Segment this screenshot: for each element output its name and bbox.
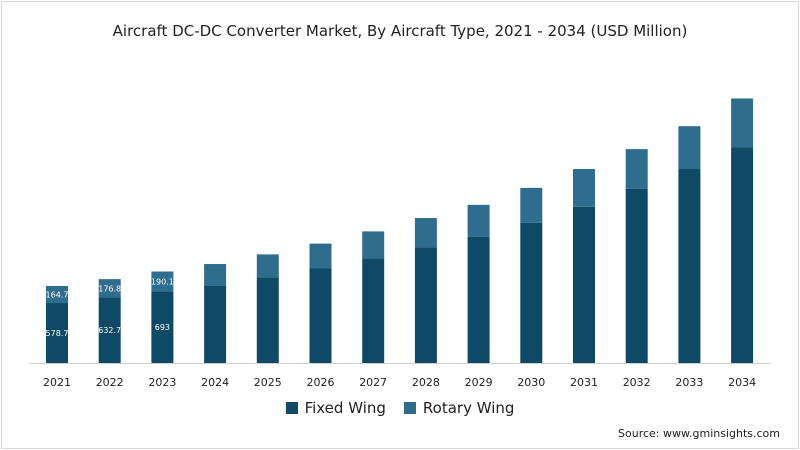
- x-tick-label: 2034: [728, 376, 756, 389]
- x-tick-label: 2028: [412, 376, 440, 389]
- legend-swatch-rotary-wing: [403, 402, 416, 414]
- x-tick-label: 2023: [148, 376, 176, 389]
- chart-title: Aircraft DC-DC Converter Market, By Airc…: [112, 22, 688, 40]
- x-tick-label: 2025: [254, 376, 282, 389]
- x-tick-label: 2029: [465, 376, 493, 389]
- x-tick-label: 2027: [359, 376, 387, 389]
- data-label: 693: [155, 323, 170, 332]
- data-label: 164.7: [46, 290, 69, 299]
- legend-fixed-wing: Fixed Wing: [285, 399, 386, 417]
- bar-rotary-wing-2022: [98, 279, 121, 298]
- data-label: 578.7: [46, 329, 69, 338]
- bar-rotary-wing-2027: [362, 231, 385, 259]
- bar-fixed-wing-2023: [151, 291, 174, 363]
- x-tick-label: 2032: [623, 376, 651, 389]
- x-tick-label: 2024: [201, 376, 229, 389]
- bar-fixed-wing-2024: [204, 285, 227, 363]
- x-tick-label: 2022: [96, 376, 124, 389]
- legend-label: Rotary Wing: [422, 399, 515, 417]
- bar-rotary-wing-2031: [573, 169, 595, 207]
- bar-fixed-wing-2030: [520, 222, 543, 363]
- bar-rotary-wing-2026: [309, 243, 332, 269]
- x-tick-label: 2021: [43, 376, 71, 389]
- bar-rotary-wing-2028: [414, 218, 437, 248]
- legend-swatch-fixed-wing: [285, 402, 298, 414]
- bar-rotary-wing-2034: [731, 98, 754, 148]
- bar-rotary-wing-2021: [46, 285, 68, 304]
- data-label: 632.7: [98, 326, 121, 335]
- bar-rotary-wing-2025: [256, 254, 279, 278]
- bar-fixed-wing-2022: [98, 297, 121, 363]
- bar-rotary-wing-2024: [204, 264, 227, 286]
- data-label: 190.1: [151, 277, 174, 286]
- bar-rotary-wing-2023: [151, 271, 174, 292]
- bar-fixed-wing-2027: [362, 258, 385, 363]
- x-tick-label: 2033: [675, 376, 703, 389]
- bar-fixed-wing-2025: [256, 277, 279, 363]
- bar-fixed-wing-2021: [46, 303, 68, 363]
- legend-label: Fixed Wing: [304, 399, 386, 417]
- data-label: 176.8: [98, 284, 121, 293]
- bar-fixed-wing-2029: [467, 236, 490, 363]
- x-tick-label: 2030: [517, 376, 545, 389]
- bar-rotary-wing-2032: [625, 149, 648, 189]
- bar-rotary-wing-2033: [678, 126, 701, 170]
- bar-fixed-wing-2028: [414, 247, 437, 363]
- bar-fixed-wing-2034: [731, 147, 754, 363]
- bar-rotary-wing-2029: [467, 204, 490, 237]
- legend-rotary-wing: Rotary Wing: [403, 399, 515, 417]
- x-tick-label: 2031: [570, 376, 598, 389]
- bar-fixed-wing-2032: [625, 188, 648, 363]
- source-note: Source: www.gminsights.com: [618, 427, 780, 440]
- bar-rotary-wing-2030: [520, 187, 543, 223]
- bar-fixed-wing-2026: [309, 268, 332, 363]
- bar-fixed-wing-2031: [573, 206, 595, 363]
- x-tick-label: 2026: [307, 376, 335, 389]
- legend: Fixed Wing Rotary Wing: [0, 399, 800, 417]
- bar-fixed-wing-2033: [678, 169, 701, 363]
